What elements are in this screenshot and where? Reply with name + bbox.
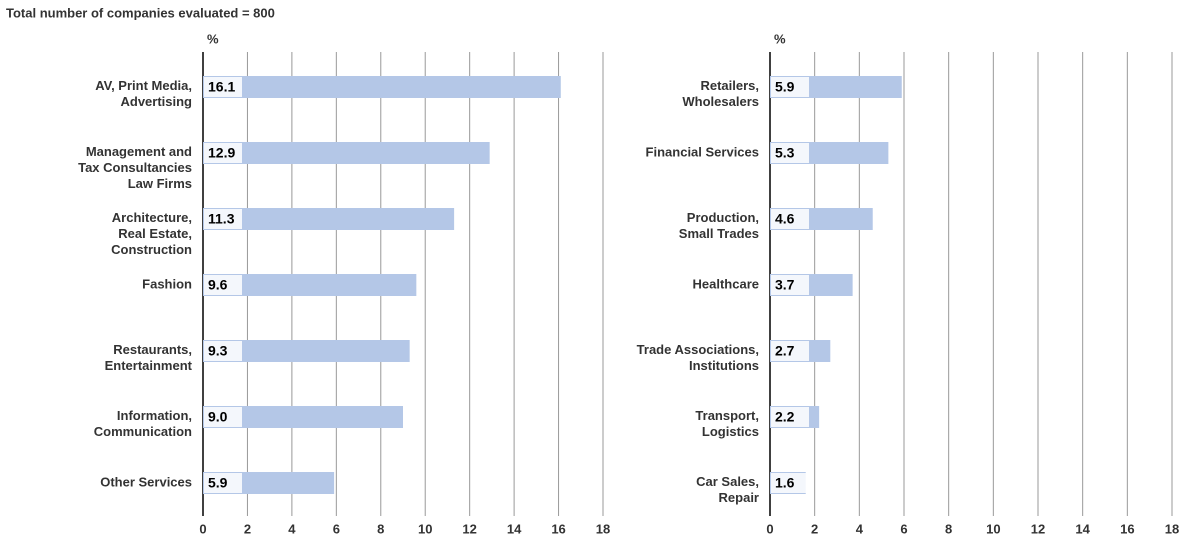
value-label: 12.9: [208, 145, 235, 161]
y-tick-label: Production,Small Trades: [679, 210, 759, 241]
value-label: 16.1: [208, 79, 235, 95]
x-tick-label: 12: [462, 521, 476, 536]
y-tick-label: Restaurants,Entertainment: [105, 342, 193, 373]
x-tick-label: 0: [199, 521, 206, 536]
bar: [203, 142, 490, 164]
value-label: 5.9: [775, 79, 795, 95]
value-label: 2.2: [775, 409, 795, 425]
value-label: 9.3: [208, 343, 228, 359]
x-tick-label: 4: [856, 521, 864, 536]
axis-label: %: [774, 31, 786, 46]
chart-note: Total number of companies evaluated = 80…: [6, 5, 275, 20]
x-tick-label: 6: [900, 521, 907, 536]
y-tick-label: Financial Services: [646, 144, 759, 159]
x-tick-label: 10: [418, 521, 432, 536]
value-label: 9.6: [208, 277, 228, 293]
value-label: 2.7: [775, 343, 795, 359]
value-label: 4.6: [775, 211, 795, 227]
x-tick-label: 16: [551, 521, 565, 536]
y-tick-label: Retailers,Wholesalers: [682, 78, 759, 109]
value-label: 5.3: [775, 145, 795, 161]
y-tick-label: Car Sales,Repair: [696, 474, 759, 505]
x-tick-label: 12: [1031, 521, 1045, 536]
axis-label: %: [207, 31, 219, 46]
y-tick-label: Other Services: [100, 474, 192, 489]
x-tick-label: 16: [1120, 521, 1134, 536]
x-tick-label: 4: [288, 521, 296, 536]
value-label: 1.6: [775, 475, 795, 491]
x-tick-label: 10: [986, 521, 1000, 536]
x-tick-label: 0: [766, 521, 773, 536]
x-tick-label: 18: [596, 521, 610, 536]
x-tick-label: 2: [811, 521, 818, 536]
value-label: 5.9: [208, 475, 228, 491]
bar: [203, 76, 561, 98]
chart: Total number of companies evaluated = 80…: [0, 0, 1184, 539]
x-tick-label: 14: [1075, 521, 1090, 536]
x-tick-label: 2: [244, 521, 251, 536]
value-label: 11.3: [208, 211, 235, 227]
x-tick-label: 14: [507, 521, 522, 536]
value-label: 3.7: [775, 277, 795, 293]
x-tick-label: 8: [377, 521, 384, 536]
y-tick-label: Transport,Logistics: [695, 408, 759, 439]
y-tick-label: Fashion: [142, 276, 192, 291]
y-tick-label: AV, Print Media,Advertising: [95, 78, 192, 109]
x-tick-label: 6: [333, 521, 340, 536]
y-tick-label: Trade Associations,Institutions: [637, 342, 759, 373]
value-label: 9.0: [208, 409, 228, 425]
y-tick-label: Architecture,Real Estate,Construction: [111, 210, 192, 257]
y-tick-label: Information,Communication: [94, 408, 192, 439]
x-tick-label: 18: [1165, 521, 1179, 536]
x-tick-label: 8: [945, 521, 952, 536]
y-tick-label: Healthcare: [693, 276, 759, 291]
